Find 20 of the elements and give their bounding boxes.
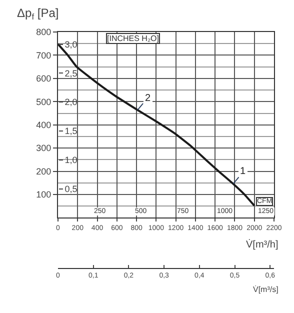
annotation: 1 — [240, 166, 246, 177]
y-tick-label: 600 — [36, 74, 52, 84]
y2-tick-label: 1,0 — [64, 155, 78, 166]
annotation: 2 — [145, 93, 151, 104]
line-series — [58, 43, 256, 207]
y-tick-label: 700 — [36, 50, 52, 60]
y2-axis-title: [INCHES H₂O] — [107, 34, 159, 43]
y-tick-label: 400 — [36, 120, 52, 130]
y-tick-label: 500 — [36, 96, 52, 107]
y-axis-title: Δp$_{f}$ [Pa] — [17, 6, 59, 22]
y2-tick-label: 3,0 — [64, 39, 78, 50]
y2-tick-label: 0,5 — [64, 184, 78, 194]
y2-tick-label: 2,5 — [64, 68, 78, 78]
x2-axis-title: V̇[m³/s] — [253, 285, 278, 294]
y-tick-label: 300 — [36, 143, 52, 154]
x-axis-title: V̇[m³/h] — [246, 239, 278, 251]
y-tick-label: 800 — [36, 27, 52, 38]
y-tick-label: 100 — [36, 190, 52, 200]
y2-tick-label: 1,5 — [64, 126, 78, 136]
y-tick-label: 200 — [36, 166, 52, 176]
